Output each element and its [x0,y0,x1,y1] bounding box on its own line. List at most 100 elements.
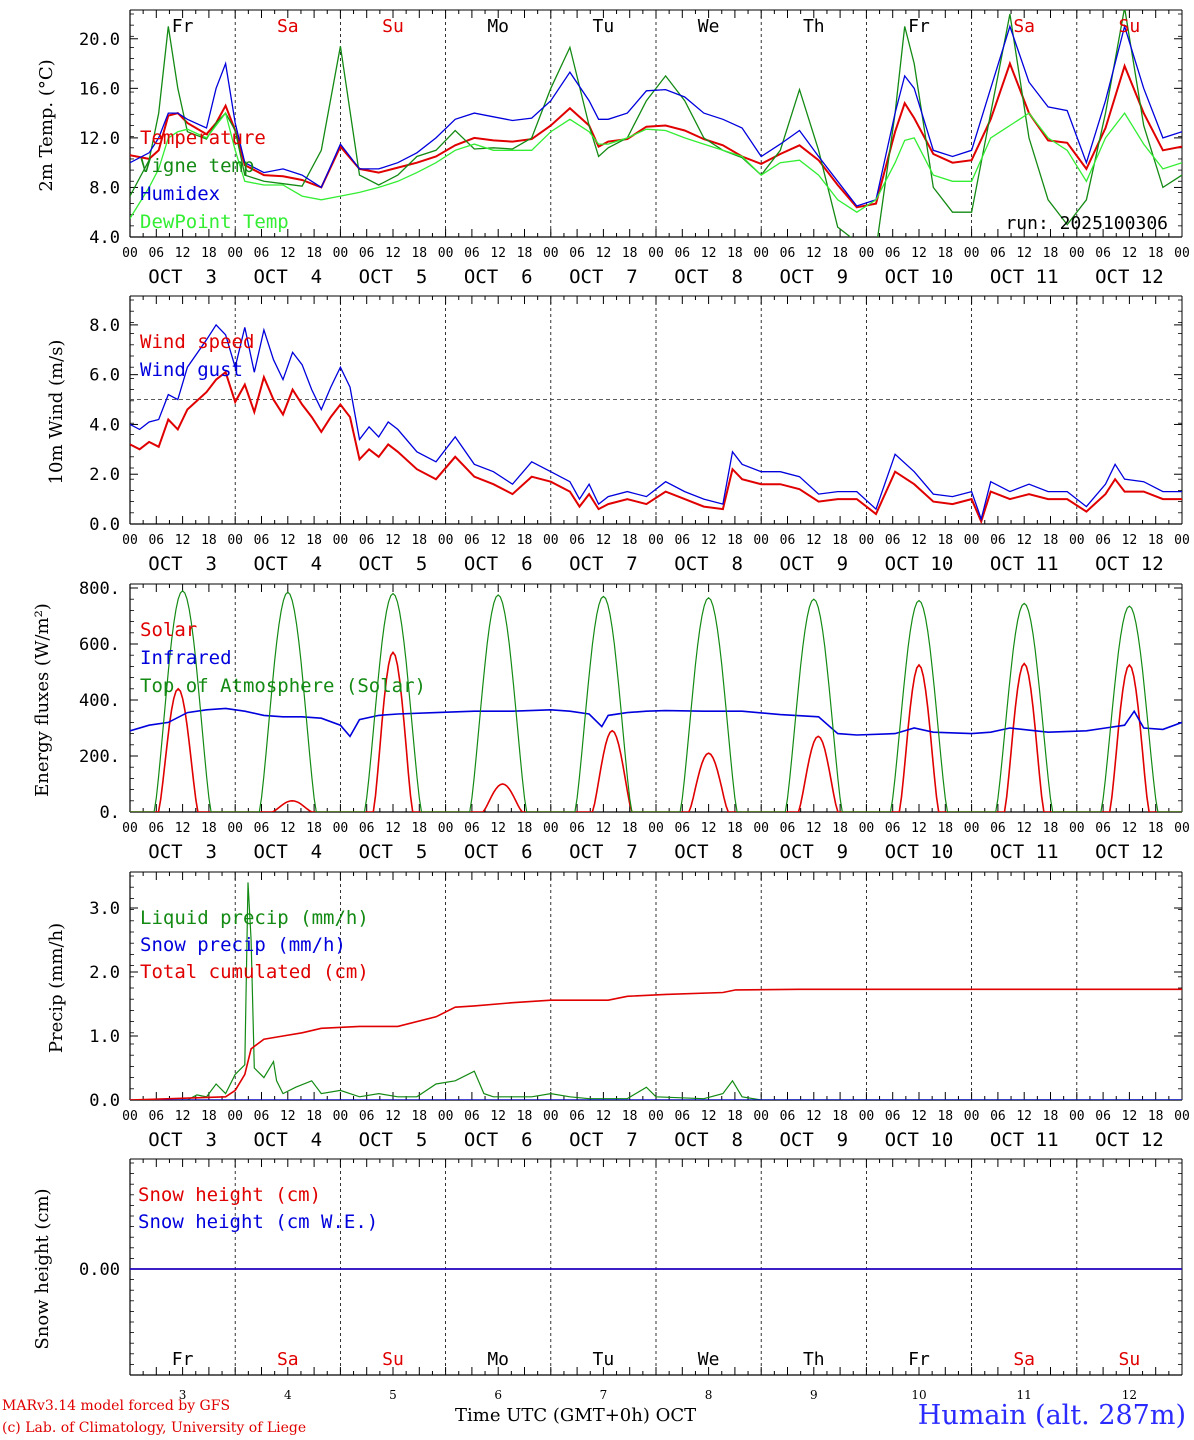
date-label: OCT 4 [253,553,322,575]
hour-tick-label: 18 [1043,246,1059,261]
hour-tick-label: 18 [937,821,953,836]
hour-tick-label: 18 [622,1109,638,1124]
hour-tick-label: 18 [517,533,533,548]
date-label: OCT 5 [359,553,428,575]
hour-tick-label: 00 [648,821,664,836]
date-label: OCT 10 [885,266,954,288]
date-label: OCT 12 [1095,1129,1164,1151]
weekday-label: Fr [908,16,930,37]
hour-tick-label: 18 [1148,821,1164,836]
hour-tick-label: 06 [359,246,375,261]
date-label: OCT 12 [1095,841,1164,863]
hour-tick-label: 00 [964,821,980,836]
hour-tick-label: 12 [911,1109,927,1124]
hour-tick-label: 18 [306,246,322,261]
hour-tick-label: 18 [1043,533,1059,548]
hour-tick-label: 06 [359,821,375,836]
run-label: run: 2025100306 [1005,213,1168,234]
hour-tick-label: 06 [464,821,480,836]
hour-tick-label: 12 [175,1109,191,1124]
date-label: OCT 12 [1095,266,1164,288]
hour-tick-label: 12 [280,821,296,836]
panel-4: 0.0 1.0 2.0 3.0 Precip (mm/h) Liquid precip (… [46,871,1190,1151]
hour-tick-label: 18 [937,246,953,261]
hour-tick-label: 12 [806,533,822,548]
hour-tick-label: 18 [306,821,322,836]
hour-tick-label: 00 [964,533,980,548]
hour-tick-label: 18 [1148,533,1164,548]
weekday-label: Su [1119,16,1141,37]
date-label: OCT 6 [464,1129,533,1151]
series-line-wind-speed [130,370,1182,524]
hour-tick-label: 18 [411,1109,427,1124]
hour-tick-label: 06 [464,1109,480,1124]
hour-tick-label: 00 [333,533,349,548]
hour-tick-label: 18 [727,1109,743,1124]
legend-entry: Top of Atmosphere (Solar) [140,675,426,697]
hour-tick-label: 06 [569,821,585,836]
weekday-label: Th [803,16,825,37]
date-label: OCT 11 [990,553,1059,575]
hour-tick-label: 06 [990,533,1006,548]
date-label: OCT 8 [674,553,743,575]
hour-tick-label: 06 [780,246,796,261]
weekday-label: Su [382,1349,404,1370]
date-label: OCT 4 [253,1129,322,1151]
day-number: 11 [1017,1388,1032,1402]
date-label: OCT 6 [464,841,533,863]
panel-1: 4.0 8.0 12.0 16.0 20.0 2m Temp. (°C) Temperatu… [36,9,1190,288]
hour-tick-label: 00 [648,1109,664,1124]
hour-tick-label: 18 [1043,1109,1059,1124]
hour-tick-label: 00 [438,821,454,836]
hour-tick-label: 00 [648,246,664,261]
date-label: OCT 9 [779,841,848,863]
hour-tick-label: 12 [1016,821,1032,836]
series-line-vigne-temp [130,10,1182,237]
hour-tick-label: 06 [1095,821,1111,836]
y-tick-label: 1.0 [89,1027,120,1047]
date-label: OCT 11 [990,1129,1059,1151]
hour-tick-label: 18 [622,533,638,548]
hour-tick-label: 06 [1095,246,1111,261]
hour-tick-label: 06 [885,246,901,261]
date-label: OCT 3 [148,553,217,575]
series-line-humidex [130,24,1182,207]
hour-tick-label: 00 [438,533,454,548]
weekday-label: We [698,1349,720,1370]
hour-tick-label: 06 [674,821,690,836]
hour-tick-label: 12 [701,1109,717,1124]
weekday-label: Tu [593,1349,615,1370]
hour-tick-label: 00 [543,821,559,836]
hour-tick-label: 00 [122,533,138,548]
hour-tick-label: 18 [411,246,427,261]
hour-tick-label: 00 [227,1109,243,1124]
hour-tick-label: 00 [1174,246,1190,261]
day-number: 3 [179,1388,187,1402]
hour-tick-label: 12 [385,533,401,548]
date-label: OCT 7 [569,266,638,288]
day-number: 10 [911,1388,926,1402]
hour-tick-label: 12 [490,246,506,261]
hour-tick-label: 00 [1069,821,1085,836]
hour-tick-label: 06 [885,1109,901,1124]
hour-tick-label: 12 [175,533,191,548]
hour-tick-label: 06 [359,533,375,548]
hour-tick-label: 12 [490,533,506,548]
hour-tick-label: 12 [596,821,612,836]
weekday-label: Su [382,16,404,37]
hour-tick-label: 00 [122,1109,138,1124]
weekday-label: Su [1119,1349,1141,1370]
hour-tick-label: 00 [543,533,559,548]
date-label: OCT 9 [779,266,848,288]
hour-tick-label: 12 [1016,246,1032,261]
y-tick-label: 2.0 [89,465,120,485]
hour-tick-label: 06 [359,1109,375,1124]
date-label: OCT 12 [1095,553,1164,575]
hour-tick-label: 00 [227,246,243,261]
hour-tick-label: 12 [911,533,927,548]
day-number: 6 [494,1388,502,1402]
day-number: 8 [705,1388,713,1402]
hour-tick-label: 18 [201,246,217,261]
date-label: OCT 3 [148,841,217,863]
date-label: OCT 7 [569,1129,638,1151]
